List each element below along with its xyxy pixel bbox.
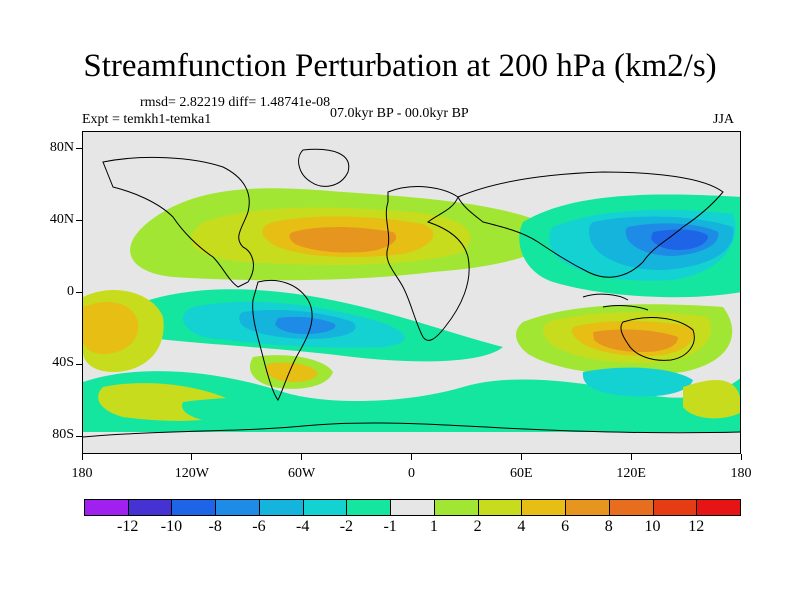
colorbar-swatch [84,499,129,516]
colorbar-level-label: -12 [117,518,139,535]
contour-pos-6-pat [265,362,318,382]
colorbar-level-label: 6 [561,518,570,535]
colorbar-level-label: 1 [429,518,438,535]
coast-africa-europe [385,186,470,341]
coast-south-america [252,279,313,401]
colorbar-swatch [171,499,217,516]
colorbar-level-label: 2 [473,518,482,535]
colorbar-level-label: -1 [383,518,397,535]
contour-map [83,132,740,453]
y-tick-mark [76,363,82,365]
page-title: Streamfunction Perturbation at 200 hPa (… [83,48,717,84]
colorbar-swatch [565,499,610,516]
colorbar-swatch [477,499,523,516]
colorbar-swatch [608,499,654,516]
colorbar-level-label: -8 [208,518,222,535]
x-tick-mark [630,454,632,460]
y-tick-mark [76,292,82,293]
x-tick-label: 120W [174,466,209,481]
colorbar-level-label: 4 [517,518,526,535]
y-tick-mark [76,435,82,437]
x-tick-label: 60W [288,466,316,481]
colorbar-level-label: -10 [160,518,183,535]
x-tick-label: 180 [730,466,752,481]
x-tick-label: 0 [408,466,415,481]
contour-neg-6-south [275,316,336,334]
contour-pos-8 [289,227,397,253]
season-label: JJA [713,112,735,127]
x-tick-mark [81,454,83,460]
colorbar-level-label: -6 [252,518,266,535]
contour-fields [83,188,740,432]
y-tick-label: 80N [49,139,74,155]
x-tick-label: 60E [510,466,533,481]
rmsd-text: rmsd= 2.82219 diff= 1.48741e-08 [140,95,331,110]
coast-greenland [298,148,350,187]
y-tick-mark [76,148,82,150]
x-tick-mark [411,454,412,460]
y-tick-label: 40N [49,211,74,227]
colorbar-level-label: 10 [644,518,661,535]
experiment-label: Expt = temkh1-temka1 [82,112,212,127]
coast-indonesia [582,293,649,311]
contour-pos-4-se [683,379,740,419]
contour-pos-6-sw [83,302,139,354]
colorbar-level-label: 12 [688,518,705,535]
colorbar-swatch [433,499,479,516]
contour-pos-8-aus [593,329,678,352]
x-tick-mark [520,454,522,460]
x-tick-label: 180 [71,466,93,481]
coast-north-america [102,156,254,288]
y-tick-label: 80S [52,427,74,443]
x-tick-mark [301,454,303,460]
colorbar-level-label: -4 [295,518,310,535]
colorbar-level-label: 8 [604,518,613,535]
x-tick-mark [191,454,193,460]
colorbar-swatch [215,499,260,516]
coast-asia [457,171,724,278]
coastlines [83,148,740,438]
colorbar-swatch [390,499,435,516]
colorbar-swatch [346,499,392,516]
colorbar-swatch [258,499,304,516]
x-tick-label: 120E [616,466,646,481]
x-tick-mark [740,454,742,460]
colorbar-level-label: -2 [339,518,354,535]
y-tick-label: 0 [67,283,74,299]
colorbar-swatch [696,499,741,516]
coast-antarctica [83,422,740,438]
colorbar-swatch [521,499,567,516]
map-plot [82,131,741,454]
colorbar-swatch [127,499,173,516]
coast-australia [620,317,695,361]
y-tick-label: 40S [52,355,74,371]
contour-neg-2-io [582,367,693,397]
y-tick-mark [76,220,82,222]
contour-neg-1-so [182,397,383,426]
period-label: 07.0kyr BP - 00.0kyr BP [330,106,469,121]
colorbar-swatch [302,499,348,516]
contour-neg-8 [651,229,708,250]
colorbar-swatch [652,499,698,516]
